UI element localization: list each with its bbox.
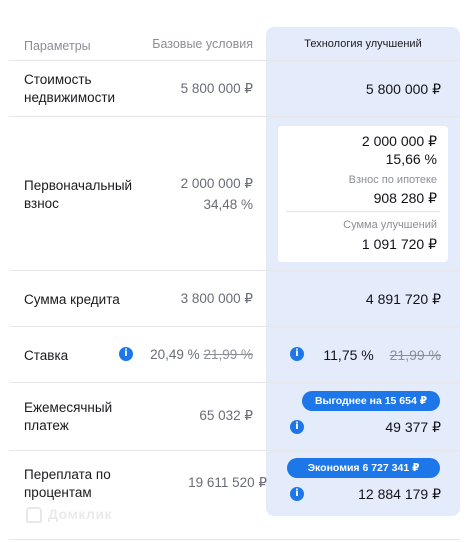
monthly-savings-badge: Выгоднее на 15 654 ₽ — [302, 391, 440, 411]
monthly-base-value: 65 032 ₽ — [199, 408, 253, 423]
rate-base-current: 20,49 % — [150, 347, 200, 362]
row-divider — [9, 60, 460, 61]
row-divider — [9, 382, 460, 383]
row-divider — [9, 326, 460, 327]
improvement-sum-label: Сумма улучшений — [343, 219, 437, 231]
watermark: Домклик — [48, 506, 113, 522]
mortgage-contribution-label: Взнос по ипотеке — [348, 174, 437, 186]
improvement-sum-value: 1 091 720 ₽ — [361, 236, 437, 252]
overpay-savings-badge: Экономия 6 727 341 ₽ — [287, 458, 440, 478]
header-tech: Технология улучшений — [304, 38, 422, 50]
downpayment-base-amount: 2 000 000 ₽ — [180, 176, 253, 191]
loan-tech-value: 4 891 720 ₽ — [365, 291, 441, 307]
rate-base-value: 20,49 % 21,99 % — [150, 347, 253, 362]
row-divider — [9, 539, 460, 540]
cost-base-value: 5 800 000 ₽ — [180, 81, 253, 96]
rate-tech-value: 11,75 % 21,99 % — [323, 347, 441, 363]
rate-tech-current: 11,75 % — [323, 347, 374, 363]
rate-tech-old: 21,99 % — [389, 347, 441, 363]
mortgage-contribution-value: 908 280 ₽ — [373, 190, 437, 206]
monthly-label: Ежемесячный платеж — [24, 400, 113, 433]
downpayment-breakdown-card: 2 000 000 ₽ 15,66 % Взнос по ипотеке 908… — [278, 126, 448, 262]
overpay-label: Переплата по процентам — [24, 467, 111, 500]
rate-tech-info-icon[interactable]: i — [290, 347, 304, 361]
downpayment-base-percent: 34,48 % — [203, 197, 253, 212]
monthly-tech-value: 49 377 ₽ — [385, 419, 441, 435]
cost-label: Стоимость недвижимости — [24, 72, 116, 105]
monthly-info-icon[interactable]: i — [290, 420, 304, 434]
tech-column-panel — [266, 27, 460, 516]
rate-label: Ставка — [24, 348, 69, 363]
loan-label: Сумма кредита — [24, 292, 120, 307]
header-base: Базовые условия — [152, 37, 253, 51]
row-divider — [9, 450, 460, 451]
overpay-tech-value: 12 884 179 ₽ — [358, 486, 441, 502]
domclick-logo-icon — [26, 507, 42, 523]
header-params: Параметры — [24, 39, 91, 53]
overpay-base-value: 19 611 520 ₽ — [188, 475, 267, 490]
card-divider — [286, 211, 440, 212]
rate-base-info-icon[interactable]: i — [119, 347, 133, 361]
downpayment-tech-amount: 2 000 000 ₽ — [361, 133, 437, 149]
row-divider — [9, 116, 460, 117]
overpay-info-icon[interactable]: i — [290, 487, 304, 501]
loan-base-value: 3 800 000 ₽ — [180, 291, 253, 306]
downpayment-label: Первоначальный взнос — [24, 178, 133, 211]
cost-tech-value: 5 800 000 ₽ — [365, 81, 441, 97]
rate-base-old: 21,99 % — [203, 347, 253, 362]
downpayment-tech-percent: 15,66 % — [385, 151, 437, 167]
row-divider — [9, 270, 460, 271]
